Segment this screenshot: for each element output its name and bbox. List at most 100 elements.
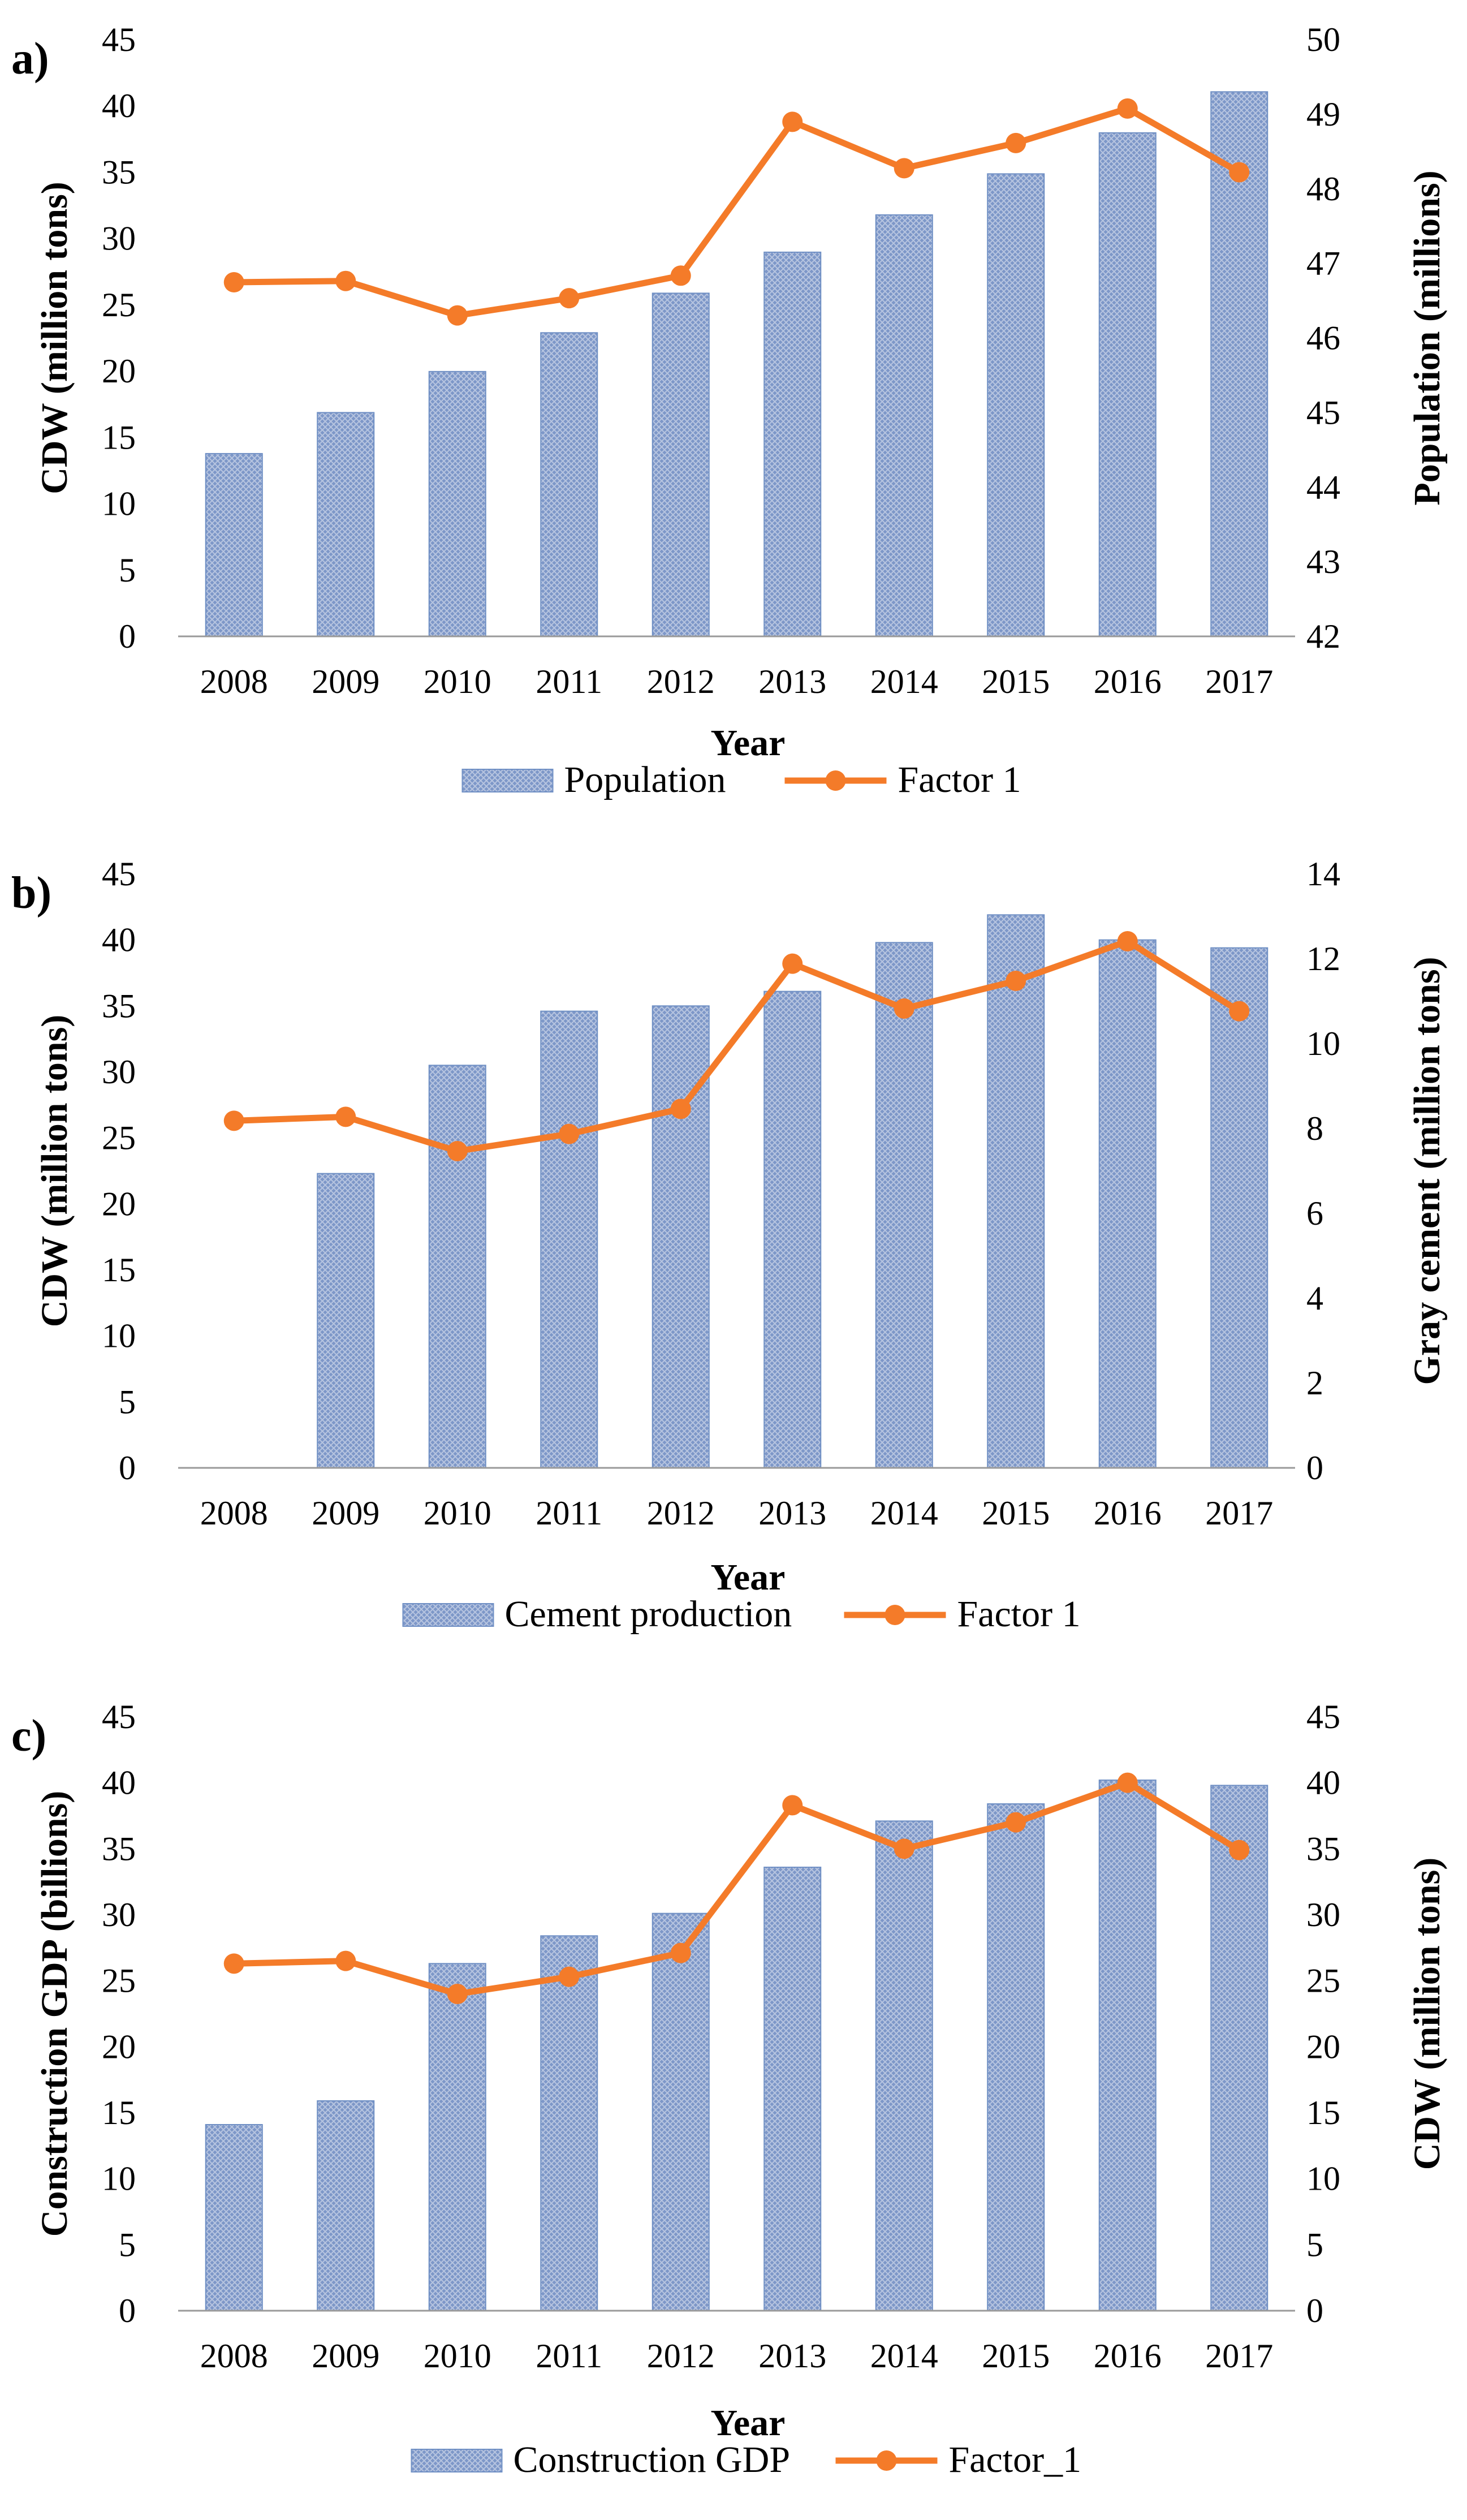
legend: Population Factor 1 — [461, 759, 1021, 800]
y-tick-label: 40 — [102, 87, 136, 124]
x-tick-label: 2017 — [1205, 663, 1273, 700]
line-point-2009 — [335, 1950, 356, 1971]
x-tick-label: 2012 — [647, 1494, 715, 1532]
x-tick-label: 2016 — [1094, 1494, 1162, 1532]
y-tick-label: 5 — [119, 2226, 136, 2263]
line-point-2013 — [782, 111, 803, 132]
x-tick-label: 2017 — [1205, 1494, 1273, 1532]
x-tick-label: 2013 — [758, 663, 826, 700]
y-tick-label: 0 — [119, 1449, 136, 1487]
bar-2012 — [651, 1912, 710, 2312]
y2-tick-label: 44 — [1306, 468, 1340, 506]
y2-tick-label: 20 — [1306, 2028, 1340, 2065]
x-tick-label: 2008 — [200, 2337, 268, 2375]
x-tick-label: 2009 — [312, 2337, 379, 2375]
y2-tick-label: 4 — [1306, 1280, 1323, 1317]
y2-tick-label: 15 — [1306, 2094, 1340, 2131]
y-tick-label: 20 — [102, 1185, 136, 1222]
y2-tick-label: 6 — [1306, 1195, 1323, 1232]
line-point-2012 — [670, 1942, 691, 1963]
line-point-2009 — [335, 270, 356, 291]
y-tick-label: 30 — [102, 220, 136, 257]
y2-tick-label: 43 — [1306, 543, 1340, 580]
y2-tick-label: 46 — [1306, 320, 1340, 357]
bar-2009 — [317, 2100, 375, 2311]
y-tick-label: 35 — [102, 1830, 136, 1867]
bar-2011 — [540, 1010, 598, 1468]
x-tick-label: 2015 — [982, 663, 1050, 700]
y2-tick-label: 45 — [1306, 1698, 1340, 1735]
line-point-2010 — [447, 305, 468, 326]
y2-tick-label: 14 — [1306, 855, 1340, 893]
bar-2014 — [875, 1820, 933, 2311]
bar-2017 — [1210, 91, 1268, 637]
bar-2015 — [987, 914, 1045, 1469]
x-tick-label: 2012 — [647, 663, 715, 700]
x-tick-label: 2009 — [312, 1494, 379, 1532]
x-tick-label: 2013 — [758, 2337, 826, 2375]
bar-2016 — [1098, 132, 1157, 637]
y-axis-title: CDW (million tons) — [34, 1015, 75, 1328]
x-tick-label: 2013 — [758, 1494, 826, 1532]
y-tick-label: 30 — [102, 1053, 136, 1091]
x-tick-label: 2009 — [312, 663, 379, 700]
line-point-2013 — [782, 953, 803, 974]
y-axis-title: CDW (million tons) — [34, 182, 75, 494]
line-point-2008 — [223, 1953, 244, 1974]
legend-label-bars: Population — [564, 759, 726, 800]
y-tick-label: 15 — [102, 2094, 136, 2131]
bar-2015 — [987, 1803, 1045, 2311]
x-axis-title: Year — [711, 2402, 786, 2444]
bar-2012 — [651, 292, 710, 637]
y2-tick-label: 10 — [1306, 1025, 1340, 1062]
y2-tick-label: 48 — [1306, 170, 1340, 208]
legend: Cement production Factor 1 — [402, 1593, 1081, 1635]
legend-bar-swatch — [411, 2449, 503, 2472]
line-point-2017 — [1229, 1840, 1250, 1860]
y-tick-label: 10 — [102, 485, 136, 523]
x-tick-label: 2008 — [200, 1494, 268, 1532]
bar-2013 — [763, 251, 822, 637]
y2-axis-title: CDW (million tons) — [1406, 1858, 1448, 2170]
bar-2010 — [428, 371, 486, 637]
line-point-2014 — [894, 158, 914, 179]
y2-tick-label: 2 — [1306, 1364, 1323, 1402]
y2-tick-label: 12 — [1306, 940, 1340, 977]
line-point-2011 — [559, 1123, 580, 1144]
series-line-factor — [234, 1780, 1241, 1997]
x-tick-label: 2011 — [536, 1494, 602, 1532]
line-point-2008 — [223, 272, 244, 293]
chart-panel-1: a) 0 5 10 15 20 25 30 35 40 45 42 43 44 45 46 47 48 49 50 CD… — [11, 21, 1448, 800]
line-point-2012 — [670, 1099, 691, 1119]
x-tick-label: 2011 — [536, 2337, 602, 2375]
x-tick-label: 2014 — [870, 1494, 938, 1532]
bar-2010 — [428, 1065, 486, 1469]
y-tick-label: 40 — [102, 921, 136, 959]
line-point-2011 — [559, 288, 580, 309]
y-tick-label: 35 — [102, 153, 136, 191]
y-tick-label: 45 — [102, 855, 136, 893]
y-tick-label: 15 — [102, 419, 136, 456]
bar-2014 — [875, 214, 933, 637]
y2-tick-label: 42 — [1306, 618, 1340, 655]
line-point-2012 — [670, 265, 691, 286]
x-tick-label: 2011 — [536, 663, 602, 700]
y-axis-title: Construction GDP (billions) — [34, 1791, 75, 2237]
y2-tick-label: 49 — [1306, 96, 1340, 133]
x-tick-label: 2014 — [870, 663, 938, 700]
y-tick-label: 0 — [119, 618, 136, 655]
series-line-factor — [234, 938, 1241, 1155]
y2-tick-label: 40 — [1306, 1764, 1340, 1802]
y2-tick-label: 47 — [1306, 245, 1340, 282]
y-tick-label: 5 — [119, 1383, 136, 1420]
y-tick-label: 30 — [102, 1896, 136, 1933]
line-point-2016 — [1117, 1772, 1138, 1793]
bar-2009 — [317, 412, 375, 637]
bar-2014 — [875, 942, 933, 1469]
panel-label: a) — [11, 34, 49, 84]
line-point-2015 — [1006, 132, 1026, 153]
panel-label: b) — [11, 868, 51, 918]
legend-bar-swatch — [402, 1603, 494, 1627]
y2-tick-label: 45 — [1306, 394, 1340, 431]
